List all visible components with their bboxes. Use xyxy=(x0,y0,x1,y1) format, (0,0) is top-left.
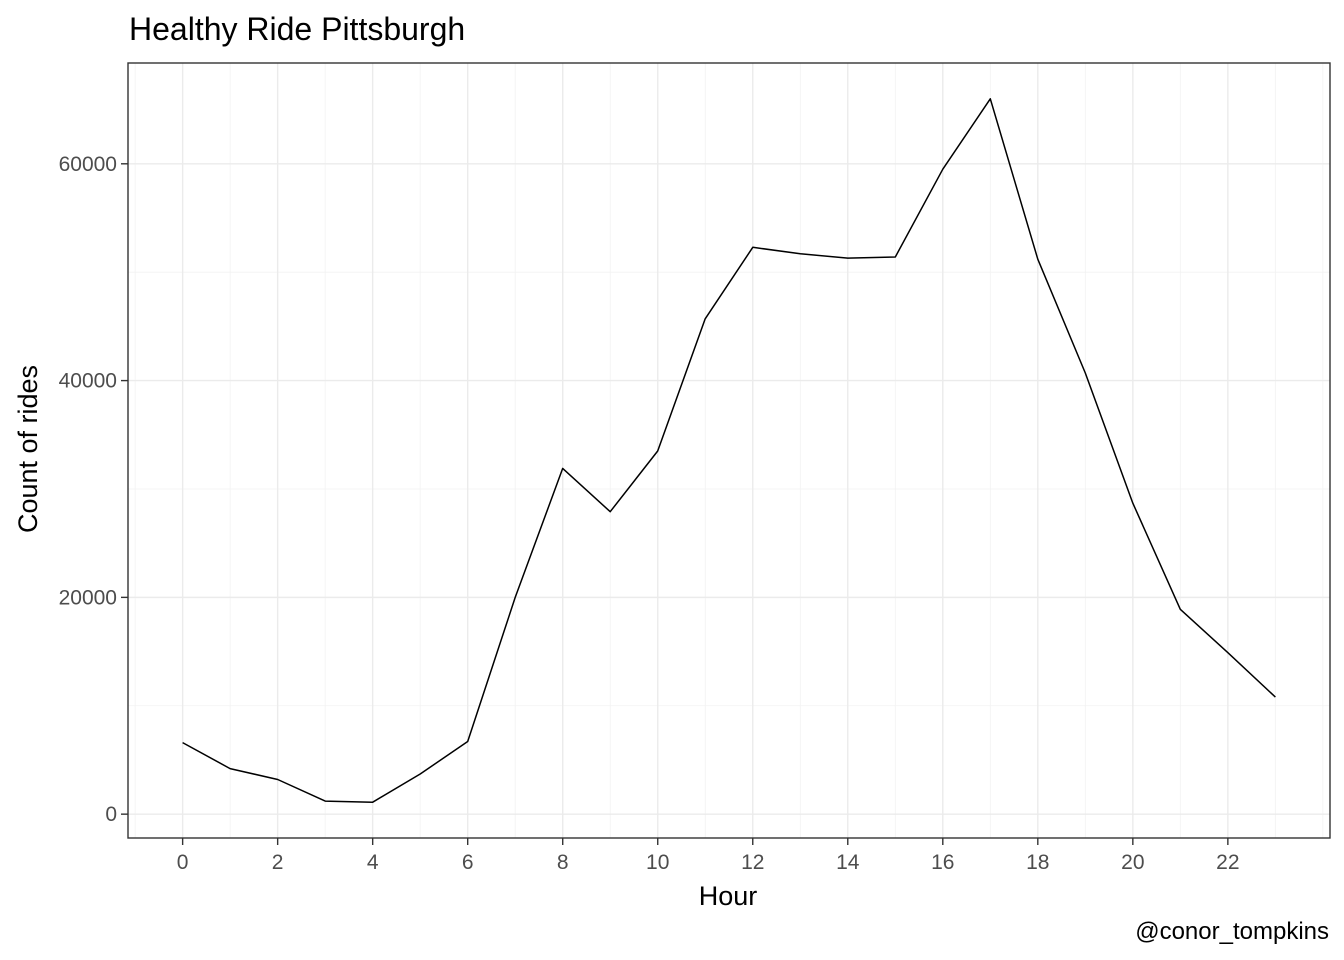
y-axis-title: Count of rides xyxy=(13,365,43,533)
x-tick-label: 18 xyxy=(1026,851,1049,874)
panel-border xyxy=(127,62,1331,839)
y-tick-label: 60000 xyxy=(59,153,117,176)
x-tick-label: 22 xyxy=(1216,851,1239,874)
x-tick-label: 14 xyxy=(836,851,860,874)
x-tick-label: 4 xyxy=(367,851,379,874)
y-tick-label: 0 xyxy=(105,803,117,826)
caption: @conor_tompkins xyxy=(1135,918,1329,945)
y-tick-label: 20000 xyxy=(59,586,117,609)
y-tick-label: 40000 xyxy=(59,370,117,393)
x-tick-label: 6 xyxy=(462,851,474,874)
x-tick-label: 10 xyxy=(646,851,669,874)
x-tick-label: 16 xyxy=(931,851,954,874)
x-axis-title: Hour xyxy=(699,881,758,911)
x-tick-label: 0 xyxy=(177,851,189,874)
chart-title: Healthy Ride Pittsburgh xyxy=(129,11,465,47)
x-tick-label: 2 xyxy=(272,851,284,874)
x-tick-label: 8 xyxy=(557,851,569,874)
grid-lines xyxy=(128,63,1330,838)
axis-ticks: 0 2 4 6 8 10 12 14 16 18 20 22 0 20000 40000 60000 xyxy=(59,153,1240,874)
x-tick-label: 12 xyxy=(741,851,764,874)
x-tick-label: 20 xyxy=(1121,851,1144,874)
series-line-ride-count xyxy=(182,98,1276,803)
